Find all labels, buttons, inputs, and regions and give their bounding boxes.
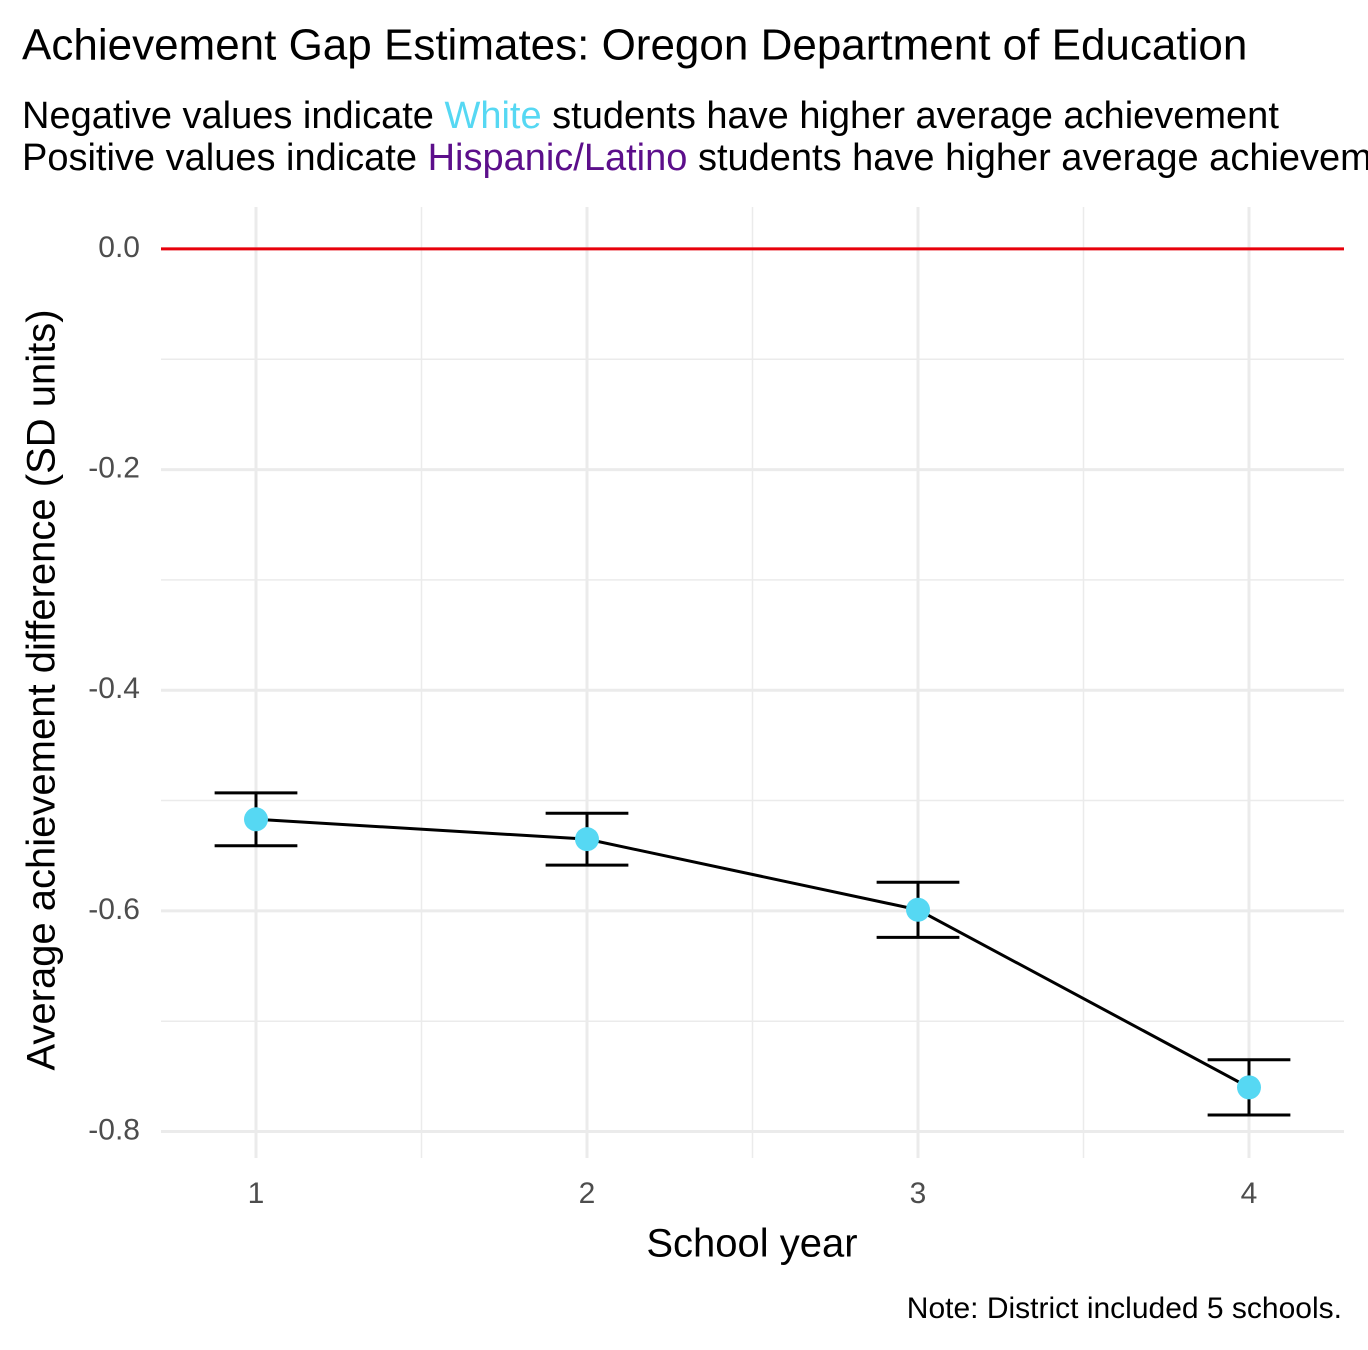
x-tick-label: 2 <box>579 1177 596 1210</box>
point <box>906 897 931 922</box>
chart-title: Achievement Gap Estimates: Oregon Depart… <box>22 21 1247 70</box>
point <box>574 827 599 852</box>
subtitle-text: Positive values indicate <box>22 137 428 179</box>
y-tick-label: -0.8 <box>88 1113 140 1146</box>
point <box>243 807 268 832</box>
y-axis-title: Average achievement difference (SD units… <box>20 309 64 1070</box>
subtitle-group: White <box>444 95 541 137</box>
point <box>1237 1075 1262 1100</box>
y-tick-label: -0.6 <box>88 893 140 926</box>
subtitle-text: students have higher average achievement <box>542 95 1280 137</box>
subtitle-text: Negative values indicate <box>22 95 444 137</box>
line <box>255 817 1250 1089</box>
plot-area <box>161 207 1344 1158</box>
y-tick-label: -0.4 <box>88 672 140 705</box>
subtitle-group: Hispanic/Latino <box>428 137 688 179</box>
x-axis-title: School year <box>646 1222 857 1266</box>
caption: Note: District included 5 schools. <box>907 1292 1342 1325</box>
x-tick-label: 1 <box>248 1177 265 1210</box>
x-tick-label: 3 <box>910 1177 927 1210</box>
x-tick-label: 4 <box>1241 1177 1258 1210</box>
subtitle-text: students have higher average achievement <box>687 137 1368 179</box>
subtitle-line: Positive values indicate Hispanic/Latino… <box>22 137 1368 179</box>
y-tick-label: -0.2 <box>88 451 140 484</box>
y-tick-label: 0.0 <box>98 231 140 264</box>
subtitle-line: Negative values indicate White students … <box>22 95 1279 137</box>
